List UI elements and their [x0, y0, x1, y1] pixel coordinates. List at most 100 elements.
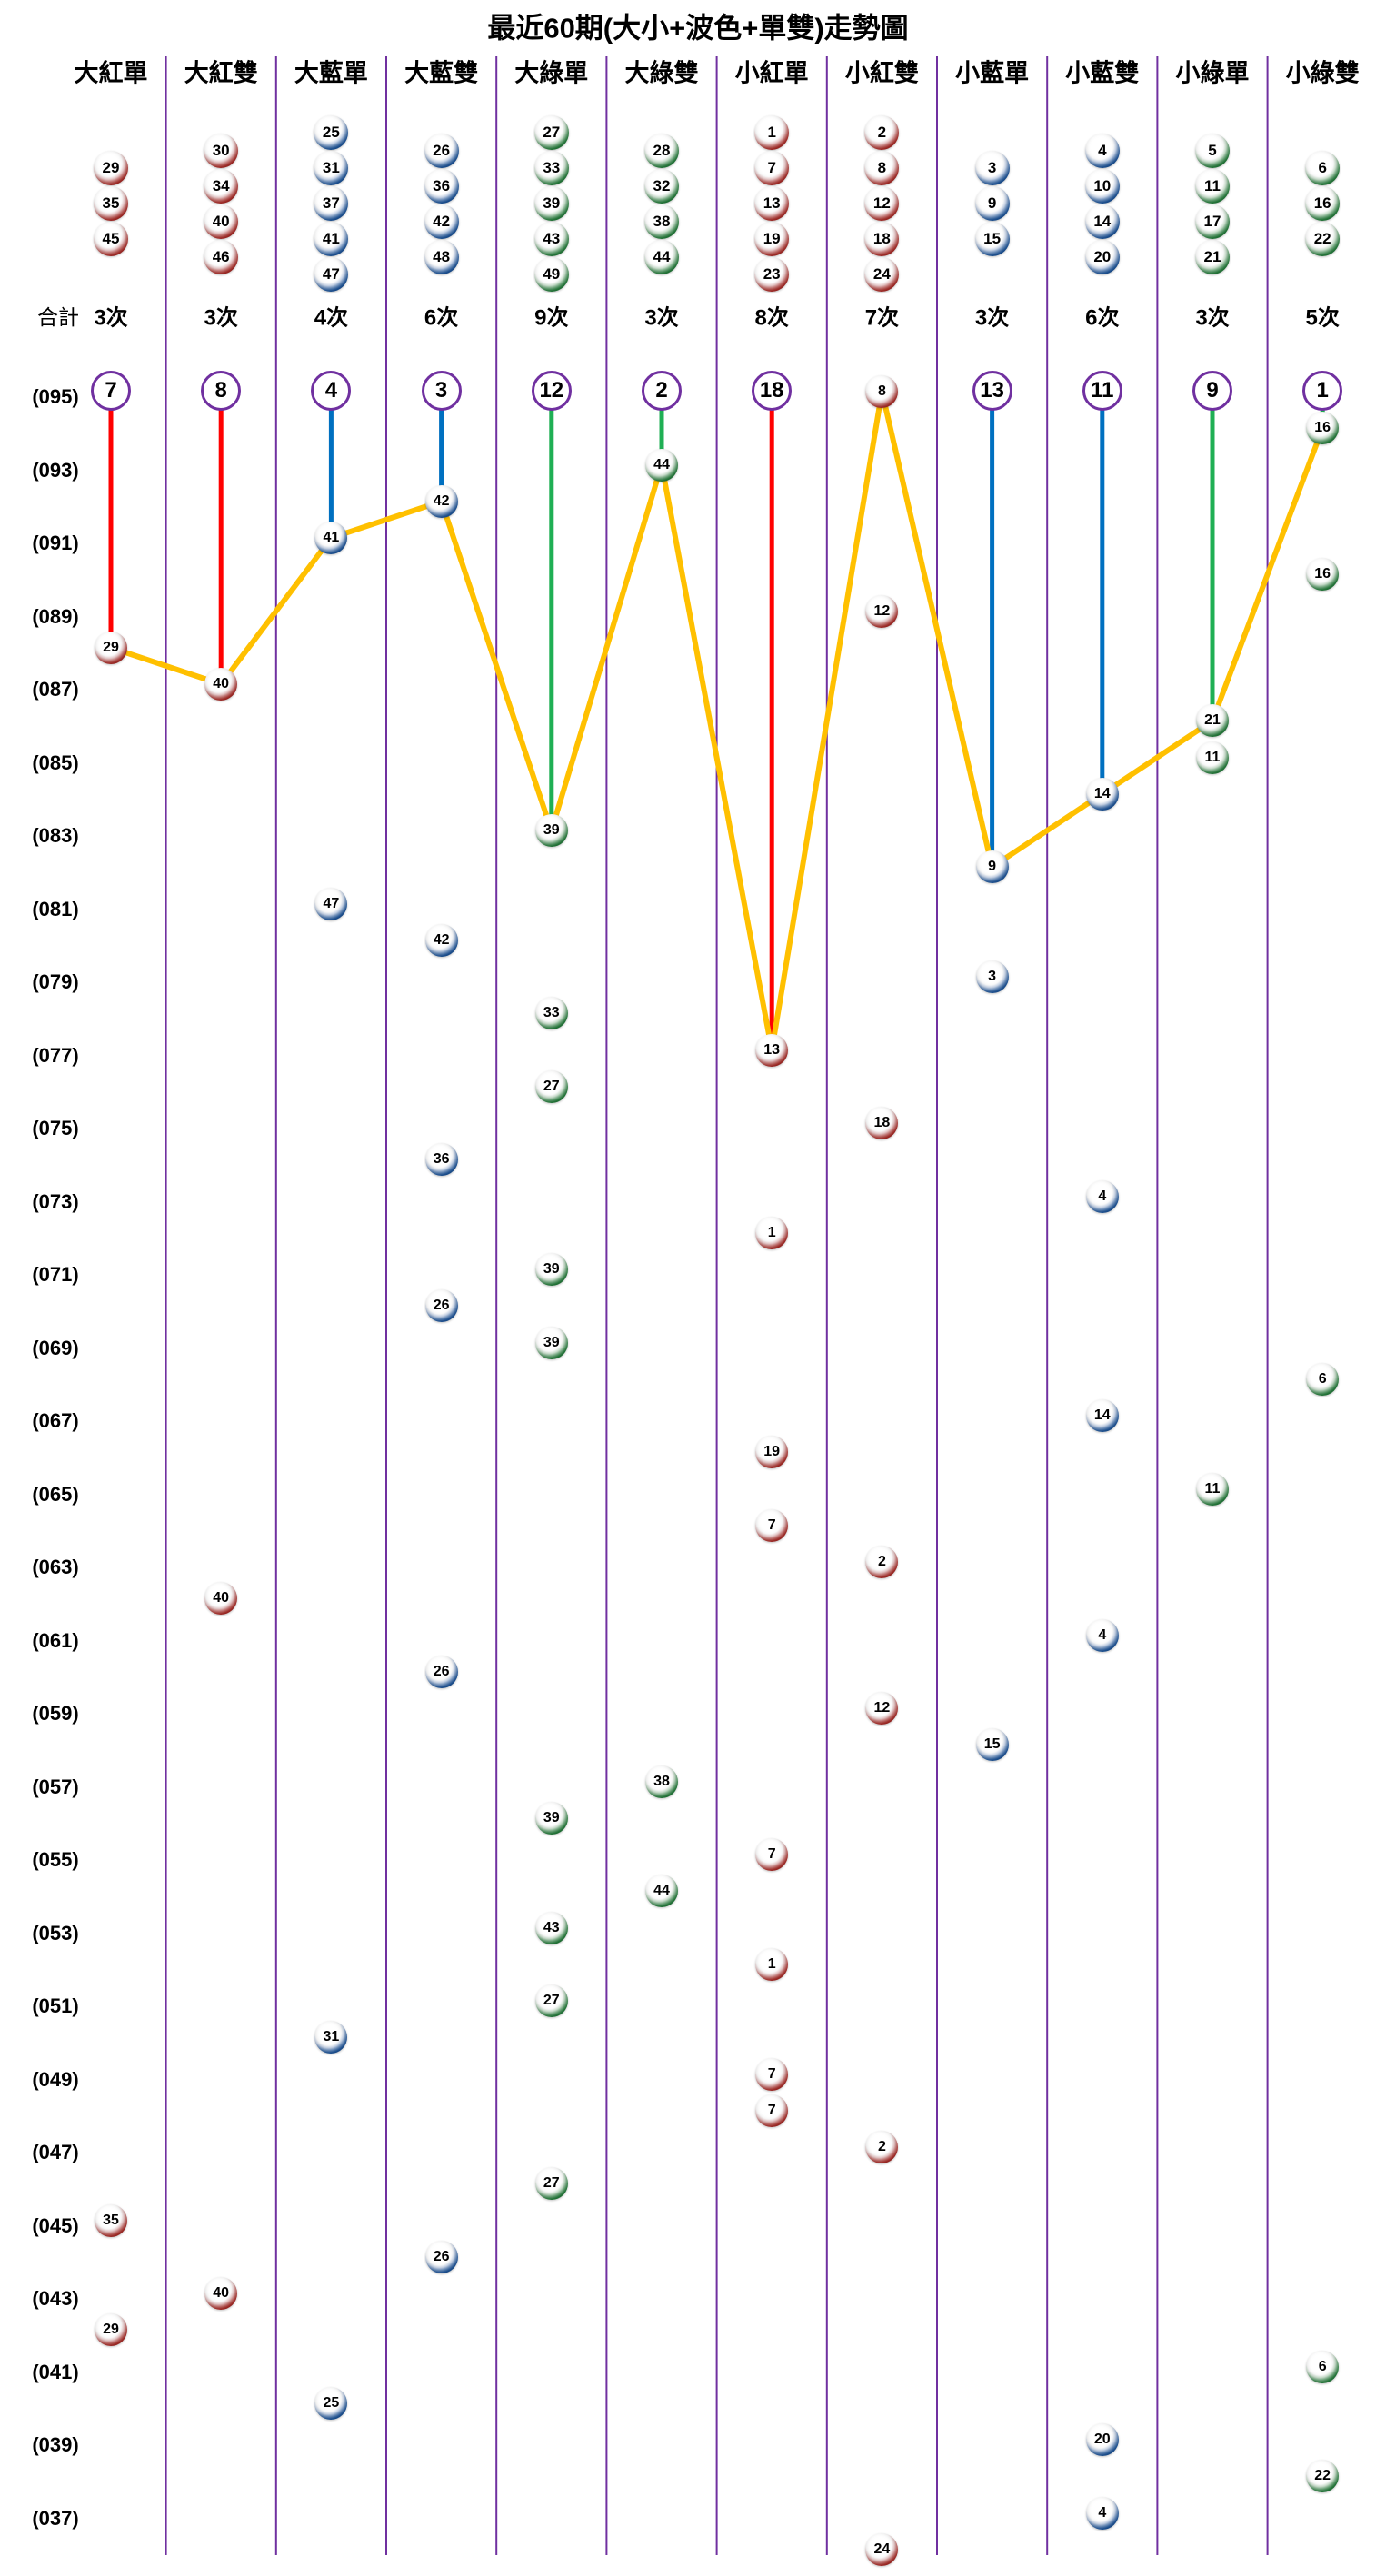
member-ball: 40	[204, 204, 239, 239]
member-ball: 34	[204, 168, 239, 204]
history-ball: 6	[1306, 1362, 1340, 1396]
history-ball: 40	[204, 2277, 238, 2310]
column-header-小藍雙: 小藍雙	[1065, 59, 1140, 87]
history-ball: 4	[1085, 1179, 1119, 1213]
row-label: (081)	[32, 897, 79, 920]
column-header-小藍單: 小藍單	[955, 59, 1030, 87]
column-header-大藍單: 大藍單	[294, 59, 368, 87]
row-label: (039)	[32, 2433, 79, 2456]
count-label: 4次	[314, 305, 349, 331]
member-ball: 5	[1195, 133, 1230, 168]
member-ball: 25	[314, 115, 349, 150]
history-ball: 14	[1085, 777, 1119, 811]
member-ball: 16	[1305, 186, 1341, 221]
history-ball: 9	[975, 850, 1009, 884]
history-ball: 18	[865, 1107, 899, 1139]
history-ball: 15	[975, 1728, 1009, 1762]
miss-count-circle: 13	[972, 371, 1012, 411]
member-ball: 8	[864, 151, 900, 185]
history-ball: 4	[1085, 2496, 1119, 2530]
column-header-小綠雙: 小綠雙	[1285, 59, 1360, 87]
history-ball: 14	[1085, 1399, 1119, 1432]
member-ball: 38	[644, 204, 679, 239]
history-ball: 16	[1306, 558, 1340, 592]
history-ball: 26	[424, 1289, 458, 1323]
member-ball: 41	[314, 222, 349, 256]
row-label: (051)	[32, 1994, 79, 2017]
row-label: (093)	[32, 458, 79, 482]
history-ball: 12	[865, 1692, 899, 1725]
count-label: 3次	[1195, 305, 1230, 331]
member-ball: 11	[1195, 168, 1230, 204]
member-ball: 21	[1195, 239, 1230, 274]
row-label: (059)	[32, 1702, 79, 1725]
miss-count-circle: 2	[642, 371, 682, 411]
history-ball: 16	[1306, 412, 1340, 445]
row-label: (069)	[32, 1336, 79, 1359]
member-ball: 44	[644, 239, 679, 274]
row-label: (095)	[32, 385, 79, 408]
history-ball: 44	[645, 1875, 678, 1908]
history-ball: 38	[645, 1765, 678, 1798]
history-ball: 39	[534, 814, 568, 847]
row-label: (071)	[32, 1263, 79, 1286]
member-ball: 13	[754, 186, 790, 221]
history-ball: 19	[755, 1436, 789, 1469]
row-label: (091)	[32, 532, 79, 554]
member-ball: 3	[974, 151, 1010, 185]
history-ball: 44	[645, 448, 678, 482]
history-ball: 7	[755, 2094, 789, 2127]
member-ball: 4	[1084, 133, 1120, 168]
count-label: 8次	[754, 305, 789, 331]
member-ball: 10	[1084, 168, 1120, 204]
row-label: (085)	[32, 751, 79, 774]
row-label: (083)	[32, 824, 79, 847]
member-ball: 49	[533, 257, 569, 292]
row-label: (075)	[32, 1117, 79, 1139]
history-ball: 47	[314, 887, 348, 920]
member-ball: 48	[424, 239, 459, 274]
history-ball: 11	[1196, 741, 1229, 774]
member-ball: 31	[314, 151, 349, 185]
history-ball: 35	[95, 2203, 127, 2237]
history-ball: 31	[314, 2021, 348, 2054]
row-label: (077)	[32, 1043, 79, 1067]
row-label: (049)	[32, 2067, 79, 2091]
history-ball: 12	[865, 594, 899, 628]
history-ball: 41	[314, 522, 348, 554]
member-ball: 36	[424, 168, 459, 204]
history-ball: 40	[204, 1582, 238, 1616]
history-ball: 1	[755, 1216, 789, 1249]
member-ball: 2	[864, 115, 900, 150]
member-ball: 1	[754, 115, 790, 150]
column-header-大綠雙: 大綠雙	[624, 59, 699, 87]
history-ball: 20	[1085, 2423, 1119, 2456]
history-ball: 27	[534, 2167, 568, 2201]
row-label: (055)	[32, 1848, 79, 1871]
member-ball: 28	[644, 133, 679, 168]
row-label: (073)	[32, 1189, 79, 1213]
history-ball: 27	[534, 1984, 568, 2017]
miss-count-circle: 7	[91, 371, 131, 411]
column-header-小紅雙: 小紅雙	[844, 59, 919, 87]
page-title: 最近60期(大小+波色+單雙)走勢圖	[487, 12, 909, 45]
row-label: (047)	[32, 2141, 79, 2163]
miss-count-circle: 9	[1192, 371, 1232, 411]
trend-line	[108, 389, 1326, 1053]
row-label: (063)	[32, 1556, 79, 1578]
member-ball: 26	[424, 133, 459, 168]
miss-count-circle: 11	[1082, 371, 1122, 411]
member-ball: 6	[1305, 151, 1341, 185]
row-label: (037)	[32, 2506, 79, 2530]
history-ball: 13	[755, 1033, 789, 1067]
history-ball: 26	[424, 1655, 458, 1688]
column-header-小綠單: 小綠單	[1175, 59, 1250, 87]
history-ball: 36	[424, 1143, 458, 1177]
row-label: (043)	[32, 2287, 79, 2310]
row-label: (053)	[32, 1921, 79, 1944]
member-ball: 42	[424, 204, 459, 239]
history-ball: 26	[424, 2240, 458, 2273]
history-ball: 11	[1196, 1472, 1229, 1506]
